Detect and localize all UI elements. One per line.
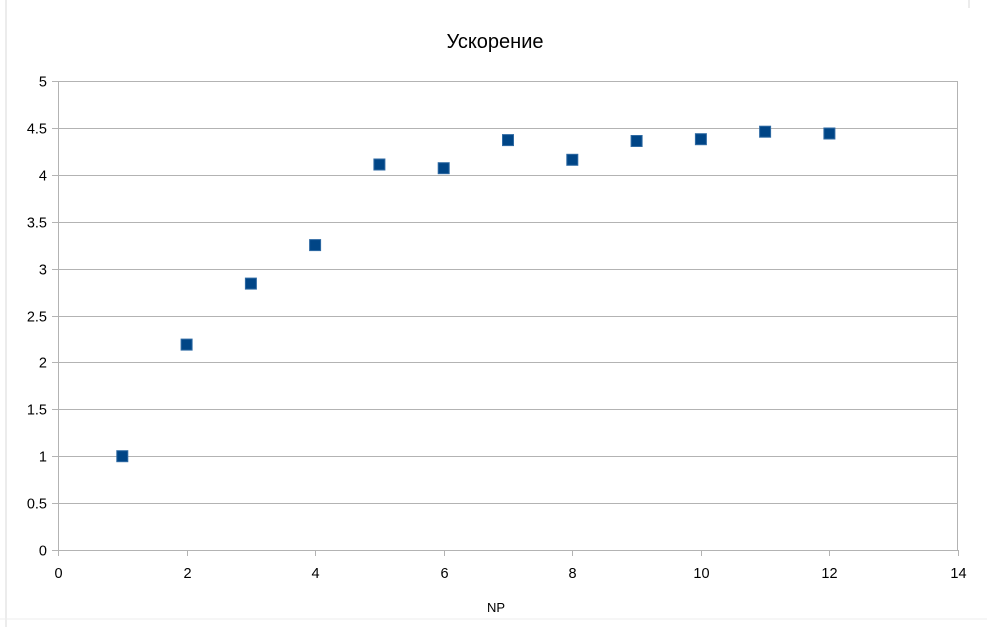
data-point-marker — [244, 277, 257, 290]
y-tick-label: 5 — [39, 75, 47, 91]
x-tick-label: 2 — [183, 566, 191, 582]
x-tick-label: 12 — [821, 566, 837, 582]
data-point-marker — [694, 133, 707, 146]
y-tick-label: 1.5 — [27, 403, 47, 419]
y-tick-label: 4 — [39, 169, 47, 185]
data-point-marker — [566, 153, 579, 166]
y-tick-label: 0 — [39, 544, 47, 560]
y-tick-label: 0.5 — [27, 497, 47, 513]
data-series — [116, 125, 836, 463]
y-axis-tick-labels: 0 0.5 1 1.5 2 2.5 3 3.5 4 4.5 5 — [27, 75, 47, 560]
data-point-marker — [180, 338, 193, 351]
chart-title: Ускорение — [446, 31, 543, 53]
grid-lines — [52, 81, 958, 551]
data-point-marker — [630, 135, 643, 147]
data-point-marker — [759, 125, 772, 138]
x-tick-label: 4 — [311, 566, 319, 582]
x-axis-title: NP — [487, 600, 505, 615]
x-tick-label: 10 — [693, 566, 709, 582]
x-tick-label: 8 — [568, 566, 576, 582]
y-tick-label: 1 — [39, 450, 47, 466]
data-point-marker — [116, 450, 129, 463]
y-tick-label: 3 — [39, 263, 47, 279]
data-point-marker — [309, 239, 322, 252]
x-tick-label: 14 — [950, 566, 966, 582]
x-tick-label: 0 — [54, 566, 62, 582]
x-tick-label: 6 — [440, 566, 448, 582]
x-axis-tick-labels: 0 2 4 6 8 10 12 14 — [54, 566, 966, 582]
axes — [58, 81, 959, 556]
y-tick-label: 2 — [39, 356, 47, 372]
data-point-marker — [502, 134, 514, 147]
y-tick-label: 2.5 — [27, 310, 47, 326]
y-tick-label: 4.5 — [27, 122, 47, 138]
data-point-marker — [823, 127, 836, 140]
data-point-marker — [437, 162, 450, 175]
data-point-marker — [373, 158, 386, 171]
y-tick-label: 3.5 — [27, 216, 47, 232]
